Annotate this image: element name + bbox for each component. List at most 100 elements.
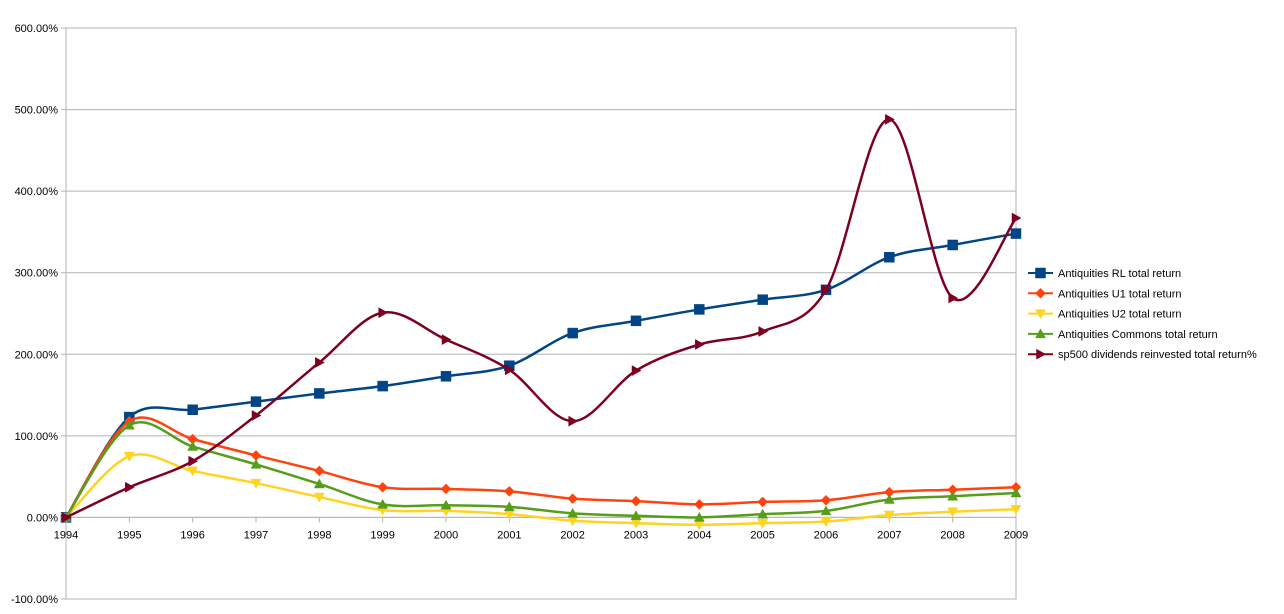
data-point <box>947 490 959 501</box>
y-tick-label: 200.00% <box>15 349 59 361</box>
data-point <box>250 396 262 407</box>
y-tick-label: 0.00% <box>27 512 58 524</box>
x-tick-label: 2008 <box>940 529 964 541</box>
legend-marker <box>1036 348 1047 360</box>
legend-item: Antiquities U1 total return <box>1028 287 1182 300</box>
data-point <box>440 371 452 382</box>
data-point <box>883 510 895 521</box>
y-tick-label: 300.00% <box>15 268 59 280</box>
data-point <box>757 294 768 305</box>
x-tick-label: 1998 <box>307 529 331 541</box>
y-tick-label: 100.00% <box>15 431 59 443</box>
data-point <box>630 510 642 521</box>
x-tick-label: 2005 <box>750 529 774 541</box>
x-tick-label: 1994 <box>54 529 78 541</box>
data-point <box>505 364 515 376</box>
legend: Antiquities RL total return Antiquities U… <box>1028 267 1257 361</box>
data-point <box>314 388 325 399</box>
data-point <box>883 493 895 504</box>
x-tick-label: 2004 <box>687 529 711 541</box>
legend-label: Antiquities Commons total return <box>1058 329 1218 341</box>
x-tick-label: 1999 <box>370 529 394 541</box>
x-tick-label: 1995 <box>117 529 141 541</box>
data-point <box>693 499 705 510</box>
data-point <box>440 483 452 495</box>
data-point <box>125 481 135 493</box>
series-group <box>60 113 1022 531</box>
data-point <box>503 501 515 512</box>
data-point <box>503 485 515 497</box>
data-point <box>567 507 579 518</box>
data-point <box>250 478 262 489</box>
data-point <box>440 499 452 510</box>
data-point <box>187 466 199 477</box>
y-tick-label: -100.00% <box>11 594 58 606</box>
series-line <box>65 453 1017 527</box>
legend-label: sp500 dividends reinvested total return% <box>1058 349 1257 361</box>
data-point <box>188 455 199 467</box>
data-point <box>313 492 325 503</box>
data-point <box>61 512 72 523</box>
data-point <box>123 419 135 430</box>
data-point <box>947 239 958 251</box>
legend-item: sp500 dividends reinvested total return% <box>1028 348 1257 361</box>
data-point <box>377 498 389 509</box>
data-point <box>695 339 705 350</box>
series-2 <box>60 415 1022 523</box>
legend-marker <box>1035 328 1046 339</box>
data-point <box>1010 505 1022 515</box>
x-tick-label: 1996 <box>180 529 204 541</box>
series-5 <box>61 113 1022 523</box>
data-point <box>758 326 769 337</box>
x-tick-label: 2007 <box>877 529 901 541</box>
x-tick-label: 2001 <box>497 529 521 541</box>
y-tick-label: 600.00% <box>15 23 59 35</box>
data-point <box>313 478 325 489</box>
x-tick-label: 2006 <box>814 529 838 541</box>
data-point <box>250 458 262 469</box>
data-point <box>757 496 769 508</box>
data-point <box>568 415 579 427</box>
series-4 <box>60 419 1022 522</box>
y-tick-label: 400.00% <box>15 186 59 198</box>
data-point <box>630 315 642 327</box>
data-point <box>377 380 388 392</box>
data-point <box>1010 487 1022 498</box>
data-point <box>947 507 959 518</box>
data-point <box>1011 212 1022 224</box>
series-line <box>64 421 1017 519</box>
legend-marker <box>1035 267 1046 279</box>
legend-label: Antiquities U1 total return <box>1058 288 1182 300</box>
data-point <box>820 494 832 506</box>
data-point <box>378 307 389 319</box>
x-tick-label: 2009 <box>1004 529 1028 541</box>
legend-label: Antiquities RL total return <box>1058 268 1181 280</box>
data-point <box>884 251 895 263</box>
legend-item: Antiquities Commons total return <box>1028 328 1218 341</box>
data-point <box>315 357 325 368</box>
data-point <box>377 481 389 493</box>
data-point <box>567 493 579 505</box>
data-point <box>948 292 959 304</box>
x-tick-label: 2000 <box>434 529 458 541</box>
data-point <box>757 518 769 529</box>
data-point <box>631 365 642 377</box>
data-point <box>441 334 452 346</box>
data-point <box>694 304 705 315</box>
legend-item: Antiquities U2 total return <box>1028 309 1182 321</box>
legend-marker <box>1035 309 1046 320</box>
data-point <box>313 465 325 477</box>
legend-label: Antiquities U2 total return <box>1058 309 1182 321</box>
data-point <box>1010 228 1022 239</box>
data-point <box>123 452 135 462</box>
data-point <box>693 511 705 522</box>
series-1 <box>60 228 1022 523</box>
data-point <box>567 327 578 339</box>
y-tick-label: 500.00% <box>15 105 59 117</box>
plot-area <box>65 27 1017 600</box>
data-point <box>820 517 832 528</box>
x-tick-label: 1997 <box>244 529 268 541</box>
x-tick-label: 2002 <box>560 529 584 541</box>
series-line <box>64 232 1017 519</box>
